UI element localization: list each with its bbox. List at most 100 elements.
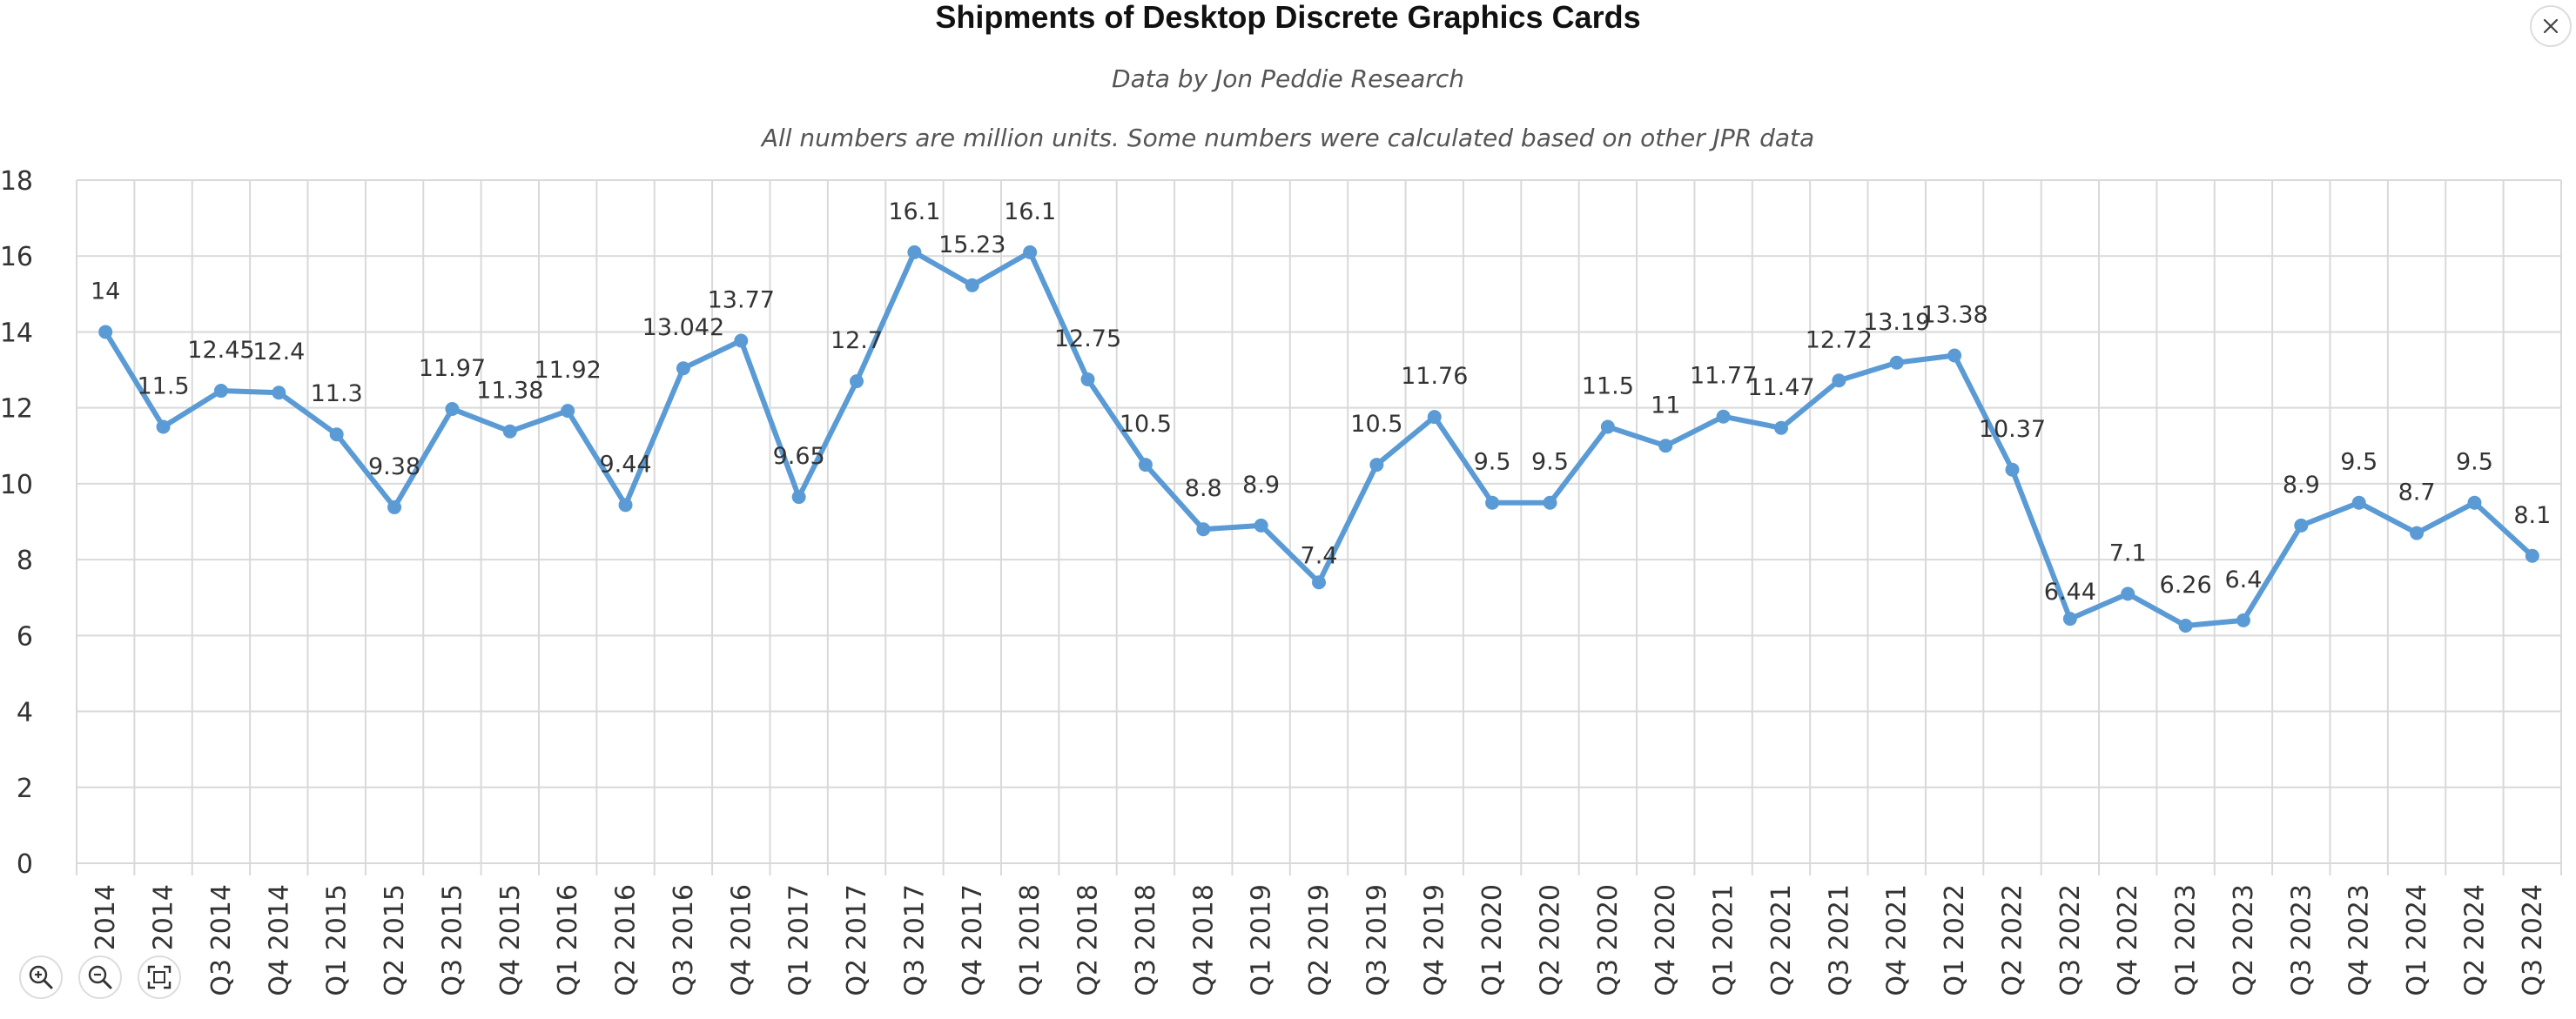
data-point	[734, 333, 749, 348]
data-point	[1832, 373, 1846, 388]
x-tick-label: Q1 2017	[784, 884, 815, 996]
x-tick-label: Q4 2015	[495, 884, 526, 996]
zoom-out-button[interactable]	[78, 955, 122, 999]
y-tick-label: 16	[0, 242, 33, 272]
data-label: 8.9	[1242, 472, 1280, 499]
data-label: 10.5	[1350, 411, 1402, 438]
y-tick-label: 8	[17, 546, 33, 576]
x-tick-label: 2014	[91, 884, 121, 950]
x-tick-label: Q3 2015	[437, 884, 467, 996]
data-point	[618, 498, 633, 513]
x-tick-label: Q2 2018	[1073, 884, 1104, 996]
data-label: 9.5	[1474, 449, 1511, 476]
data-label: 8.1	[2513, 502, 2551, 529]
data-point	[2294, 518, 2309, 533]
data-point	[2178, 618, 2193, 633]
data-label: 11.3	[311, 380, 363, 407]
y-tick-label: 18	[0, 166, 33, 197]
data-point	[1485, 495, 1500, 510]
close-button[interactable]	[2530, 5, 2572, 47]
x-tick-label: Q1 2023	[2171, 884, 2202, 996]
data-label: 11	[1651, 392, 1680, 419]
data-point	[387, 499, 402, 514]
data-label: 15.23	[938, 231, 1006, 258]
zoom-in-button[interactable]	[19, 955, 63, 999]
data-point	[1773, 420, 1788, 435]
y-tick-label: 4	[17, 698, 33, 728]
data-point	[1254, 518, 1268, 533]
chart-title: Shipments of Desktop Discrete Graphics C…	[935, 0, 1641, 35]
x-tick-label: Q1 2024	[2402, 884, 2432, 996]
x-tick-label: Q2 2024	[2459, 884, 2490, 996]
data-label: 11.92	[535, 357, 602, 384]
series-line	[103, 249, 2535, 628]
y-tick-label: 2	[17, 774, 33, 804]
data-label: 8.9	[2283, 472, 2320, 499]
x-tick-label: Q2 2019	[1304, 884, 1335, 996]
data-point	[1427, 410, 1442, 425]
x-tick-label: Q3 2018	[1131, 884, 1161, 996]
x-tick-label: Q4 2017	[958, 884, 988, 996]
x-tick-label: Q4 2014	[264, 884, 294, 996]
data-point	[1658, 439, 1673, 453]
data-point	[676, 361, 690, 376]
data-label: 11.47	[1747, 374, 1814, 401]
data-label: 10.37	[1979, 416, 2046, 443]
data-point	[272, 385, 286, 400]
x-tick-label: Q3 2023	[2286, 884, 2317, 996]
x-tick-label: Q2 2015	[380, 884, 410, 996]
zoom-in-icon	[29, 965, 53, 989]
x-tick-label: Q1 2015	[322, 884, 353, 996]
data-point	[850, 374, 864, 389]
data-point	[2062, 612, 2077, 627]
x-tick-label: Q3 2020	[1593, 884, 1624, 996]
y-tick-label: 10	[0, 470, 33, 500]
data-point	[791, 490, 806, 505]
x-tick-label: Q3 2024	[2518, 884, 2548, 996]
data-point	[2467, 495, 2482, 510]
data-label: 12.45	[187, 337, 254, 364]
fit-to-screen-button[interactable]	[138, 955, 181, 999]
data-point	[1023, 245, 1038, 259]
x-tick-label: Q2 2016	[611, 884, 642, 996]
data-label: 12.75	[1054, 325, 1121, 352]
data-point	[329, 427, 344, 442]
x-tick-label: Q2 2023	[2229, 884, 2259, 996]
chart-note: All numbers are million units. Some numb…	[761, 124, 1815, 152]
y-tick-label: 0	[17, 849, 33, 880]
data-label: 13.38	[1920, 301, 1987, 328]
x-tick-label: 2014	[149, 884, 179, 950]
data-label: 9.38	[368, 453, 420, 480]
data-point	[1543, 495, 1557, 510]
data-point	[1196, 522, 1211, 537]
data-point	[2410, 526, 2425, 540]
data-label: 16.1	[888, 198, 940, 225]
data-label: 13.19	[1863, 309, 1930, 336]
data-point	[1080, 372, 1095, 386]
data-point	[2525, 548, 2539, 563]
data-label: 6.26	[2160, 572, 2212, 599]
zoom-out-icon	[88, 965, 112, 989]
y-tick-label: 12	[0, 394, 33, 425]
data-point	[965, 278, 979, 292]
x-tick-label: Q2 2021	[1766, 884, 1797, 996]
x-tick-label: Q4 2021	[1882, 884, 1913, 996]
x-tick-label: Q2 2022	[1997, 884, 2028, 996]
data-label: 11.76	[1401, 363, 1468, 390]
data-label: 6.44	[2044, 579, 2096, 606]
data-label: 16.1	[1004, 198, 1056, 225]
x-tick-label: Q3 2022	[2055, 884, 2086, 996]
data-label: 12.4	[252, 339, 305, 365]
data-point	[907, 245, 922, 259]
x-tick-label: Q4 2016	[726, 884, 757, 996]
x-tick-label: Q1 2021	[1709, 884, 1739, 996]
data-label: 11.5	[1582, 372, 1634, 399]
x-tick-label: Q2 2020	[1535, 884, 1565, 996]
y-tick-label: 14	[0, 318, 33, 348]
data-label: 6.4	[2224, 566, 2262, 593]
data-label: 12.72	[1806, 326, 1873, 353]
data-point	[1889, 355, 1904, 370]
x-tick-label: Q4 2019	[1420, 884, 1450, 996]
y-tick-label: 6	[17, 621, 33, 652]
x-tick-label: Q2 2017	[842, 884, 872, 996]
